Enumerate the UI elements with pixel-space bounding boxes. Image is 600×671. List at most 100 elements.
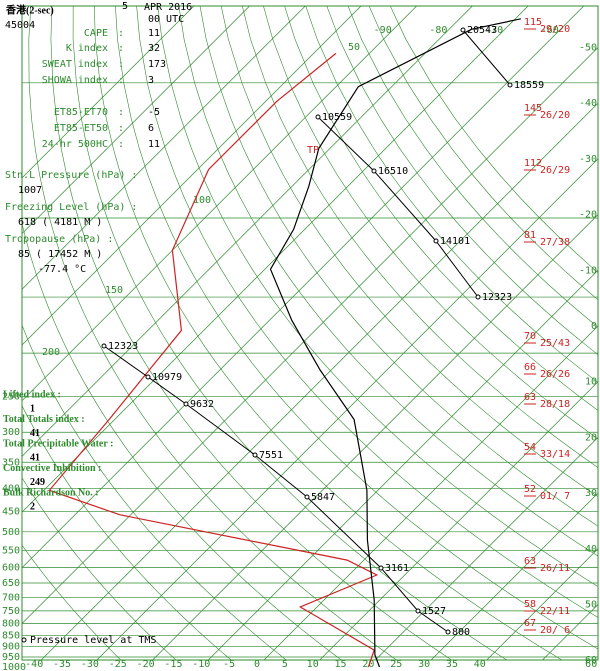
- dry-adiabat: [72, 6, 508, 660]
- station-id: 45004: [5, 20, 35, 31]
- dry-adiabat: [22, 544, 122, 660]
- isotherm-right-label: 0: [591, 321, 597, 332]
- isotherm: [152, 214, 598, 660]
- temperature-label: 40: [474, 659, 486, 670]
- wind-speed: 58: [524, 599, 536, 610]
- isotherm: [22, 6, 418, 402]
- height-point: [315, 114, 321, 120]
- height-point: [183, 401, 189, 407]
- wind-speed: 67: [524, 618, 536, 629]
- isotherm-right-label: 50: [585, 600, 597, 611]
- temperature-label: 0: [254, 659, 260, 670]
- height-label: 14101: [440, 236, 470, 247]
- dry-adiabat: [50, 6, 453, 660]
- index-separator: :: [118, 139, 124, 150]
- wind-direction: 26/29: [540, 165, 570, 176]
- wind-direction: 25/43: [540, 338, 570, 349]
- wind-direction: 27/38: [540, 237, 570, 248]
- temperature-label: -30: [81, 659, 99, 670]
- isotherm: [430, 492, 598, 660]
- index-label: CAPE: [84, 28, 108, 39]
- temperature-label: -10: [192, 659, 210, 670]
- dry-adiabat: [28, 6, 397, 660]
- upper-pressure-label: 50: [348, 42, 360, 53]
- upper-pressure-label: 150: [105, 285, 123, 296]
- wind-speed: 145: [524, 103, 542, 114]
- height-label: 18559: [514, 80, 544, 91]
- stability-label: Convective Inhibition :: [3, 463, 101, 474]
- isotherm: [374, 436, 598, 660]
- wind-speed: 112: [524, 158, 542, 169]
- info-value: 85 ( 17452 M ): [18, 249, 102, 260]
- height-label: 16510: [378, 166, 408, 177]
- isotherm-top-label: -60: [541, 25, 559, 36]
- dry-adiabat: [305, 6, 598, 383]
- wind-direction: 01/ 7: [540, 491, 570, 502]
- isotherm: [22, 6, 362, 346]
- wind-direction: 33/14: [540, 449, 570, 460]
- stability-label: Total Precipitable Water :: [3, 438, 113, 449]
- index-label: SHOWA index: [42, 75, 108, 86]
- temperature-label: -5: [223, 659, 235, 670]
- pressure-label: 650: [2, 578, 20, 589]
- pressure-label: 250: [2, 392, 20, 403]
- height-label: 800: [452, 627, 470, 638]
- stability-label: Total Totals index :: [3, 414, 85, 425]
- temperature-profile: [269, 18, 522, 668]
- info-label: Tropopause (hPa) :: [5, 234, 113, 245]
- pressure-label: 400: [2, 483, 20, 494]
- wind-speed: 63: [524, 556, 536, 567]
- stability-label: Bulk Richardson No. :: [3, 487, 99, 498]
- dry-adiabat: [220, 6, 598, 498]
- isotherm: [319, 381, 598, 660]
- wind-speed: 70: [524, 331, 536, 342]
- isotherm-right-label: 40: [585, 544, 597, 555]
- wind-speed: 66: [524, 362, 536, 373]
- isotherm-right-label: -10: [579, 265, 597, 276]
- isotherm: [263, 325, 598, 660]
- pressure-label: 550: [2, 545, 20, 556]
- stability-value: 41: [30, 452, 40, 463]
- isotherm-right-label: -20: [579, 210, 597, 221]
- index-separator: :: [118, 28, 124, 39]
- isotherm: [96, 158, 598, 660]
- height-point: [433, 238, 439, 244]
- index-separator: :: [118, 59, 124, 70]
- height-line: [317, 116, 479, 298]
- isotherm-right-label: 20: [585, 432, 597, 443]
- pressure-label: 900: [2, 641, 20, 652]
- temperature-label: 15: [335, 659, 347, 670]
- stability-label: Lifted index :: [3, 389, 61, 400]
- wind-direction: 26/20: [540, 110, 570, 121]
- height-point: [475, 294, 481, 300]
- isotherm: [22, 6, 251, 235]
- pressure-label: 800: [2, 618, 20, 629]
- dry-adiabat: [326, 6, 598, 356]
- isotherm: [207, 269, 598, 660]
- index-label: 24-hr 500HC: [42, 139, 108, 150]
- height-point: [371, 168, 377, 174]
- info-label: Freezing Level (hPa) :: [5, 202, 137, 213]
- height-point: [252, 452, 258, 458]
- index-value: -5: [148, 107, 160, 118]
- legend-marker: [21, 637, 27, 643]
- tropopause-temperature: -77.4 °C: [38, 264, 86, 275]
- wind-speed: 63: [524, 392, 536, 403]
- height-label: 9632: [190, 399, 214, 410]
- wind-speed: 54: [524, 442, 536, 453]
- isotherm-right-label: -50: [579, 43, 597, 54]
- height-label: 1527: [422, 606, 446, 617]
- wind-speed: 115: [524, 17, 542, 28]
- isotherm-top-label: -80: [429, 25, 447, 36]
- dry-adiabat: [115, 6, 598, 650]
- temperature-label: -40: [25, 659, 43, 670]
- pressure-label: 500: [2, 527, 20, 538]
- index-separator: :: [118, 107, 124, 118]
- temperature-label: -20: [137, 659, 155, 670]
- wind-direction: 20/ 6: [540, 625, 570, 636]
- isotherm: [22, 6, 306, 290]
- height-label: 10979: [152, 372, 182, 383]
